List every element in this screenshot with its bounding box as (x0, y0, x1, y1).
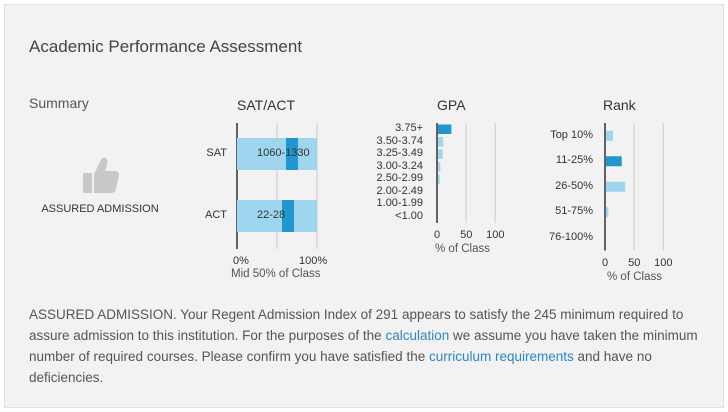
calculation-link[interactable]: calculation (385, 328, 450, 343)
gpa-category-label: 2.00-2.49 (376, 184, 423, 197)
gpa-category-label: 3.75+ (395, 122, 423, 135)
gpa-category-label: <1.00 (395, 209, 423, 222)
gpa-category-label: 3.25-3.49 (376, 147, 423, 160)
assessment-paragraph: ASSURED ADMISSION. Your Regent Admission… (29, 304, 709, 388)
gpa-bar (438, 124, 452, 134)
gpa-bar (438, 149, 443, 159)
rank-bar (606, 130, 613, 141)
sat-applicant-marker (286, 138, 298, 170)
gpa-bar (438, 174, 440, 184)
gpa-axis-title: % of Class (435, 243, 490, 255)
rank-bar (606, 207, 609, 218)
rank-tick-label: 0 (602, 256, 609, 269)
gpa-category-label: 2.50-2.99 (376, 172, 423, 185)
sat-tick-label: 100% (299, 255, 328, 267)
rank-category-label: 76-100% (548, 230, 593, 243)
sat-range-label: 1060-1330 (257, 147, 310, 159)
sat-bar-background (237, 200, 317, 232)
sat-category-label: ACT (205, 209, 227, 221)
sat-range-label: 22-28 (257, 209, 286, 221)
gpa-category-label: 3.50-3.74 (376, 134, 423, 147)
paragraph-text-3: and have no deficiencies. (29, 349, 652, 385)
sat-tick-label: 0% (233, 255, 249, 267)
gpa-tick-label: 100 (486, 229, 505, 241)
assessment-panel: Academic Performance Assessment Summary … (4, 4, 724, 408)
rank-bar (606, 156, 622, 167)
gpa-bar (438, 137, 444, 147)
rank-category-label: Top 10% (550, 128, 593, 141)
gpa-category-label: 3.00-3.24 (376, 159, 423, 172)
curriculum-requirements-link[interactable]: curriculum requirements (428, 349, 574, 364)
rank-category-label: 26-50% (555, 179, 593, 192)
gpa-bar (438, 162, 441, 172)
rank-category-label: 11-25% (555, 154, 593, 167)
rank-chart-title: Rank (603, 97, 636, 113)
rank-tick-label: 100 (654, 256, 673, 269)
gpa-tick-label: 0 (434, 229, 441, 241)
sat-act-chart-title: SAT/ACT (237, 97, 296, 113)
paragraph-text-2: we assume you have taken the minimum num… (29, 328, 698, 364)
charts-svg (236, 123, 664, 251)
gpa-tick-label: 50 (460, 229, 473, 241)
status-label: ASSURED ADMISSION (41, 203, 159, 215)
sat-applicant-marker (282, 200, 294, 232)
sat-bar-background (237, 138, 317, 170)
rank-bar (606, 181, 626, 192)
panel-title: Academic Performance Assessment (29, 37, 303, 56)
thumbs-up-icon (83, 157, 119, 193)
paragraph-text-1: ASSURED ADMISSION. Your Regent Admission… (29, 307, 684, 343)
rank-axis-title: % of Class (607, 270, 662, 283)
rank-tick-label: 50 (628, 256, 641, 269)
summary-label: Summary (29, 95, 89, 111)
gpa-category-label: 1.00-1.99 (376, 197, 423, 210)
sat-axis-title: Mid 50% of Class (231, 268, 321, 280)
gpa-chart-title: GPA (437, 97, 466, 113)
rank-category-label: 51-75% (555, 205, 593, 218)
sat-category-label: SAT (206, 147, 227, 159)
